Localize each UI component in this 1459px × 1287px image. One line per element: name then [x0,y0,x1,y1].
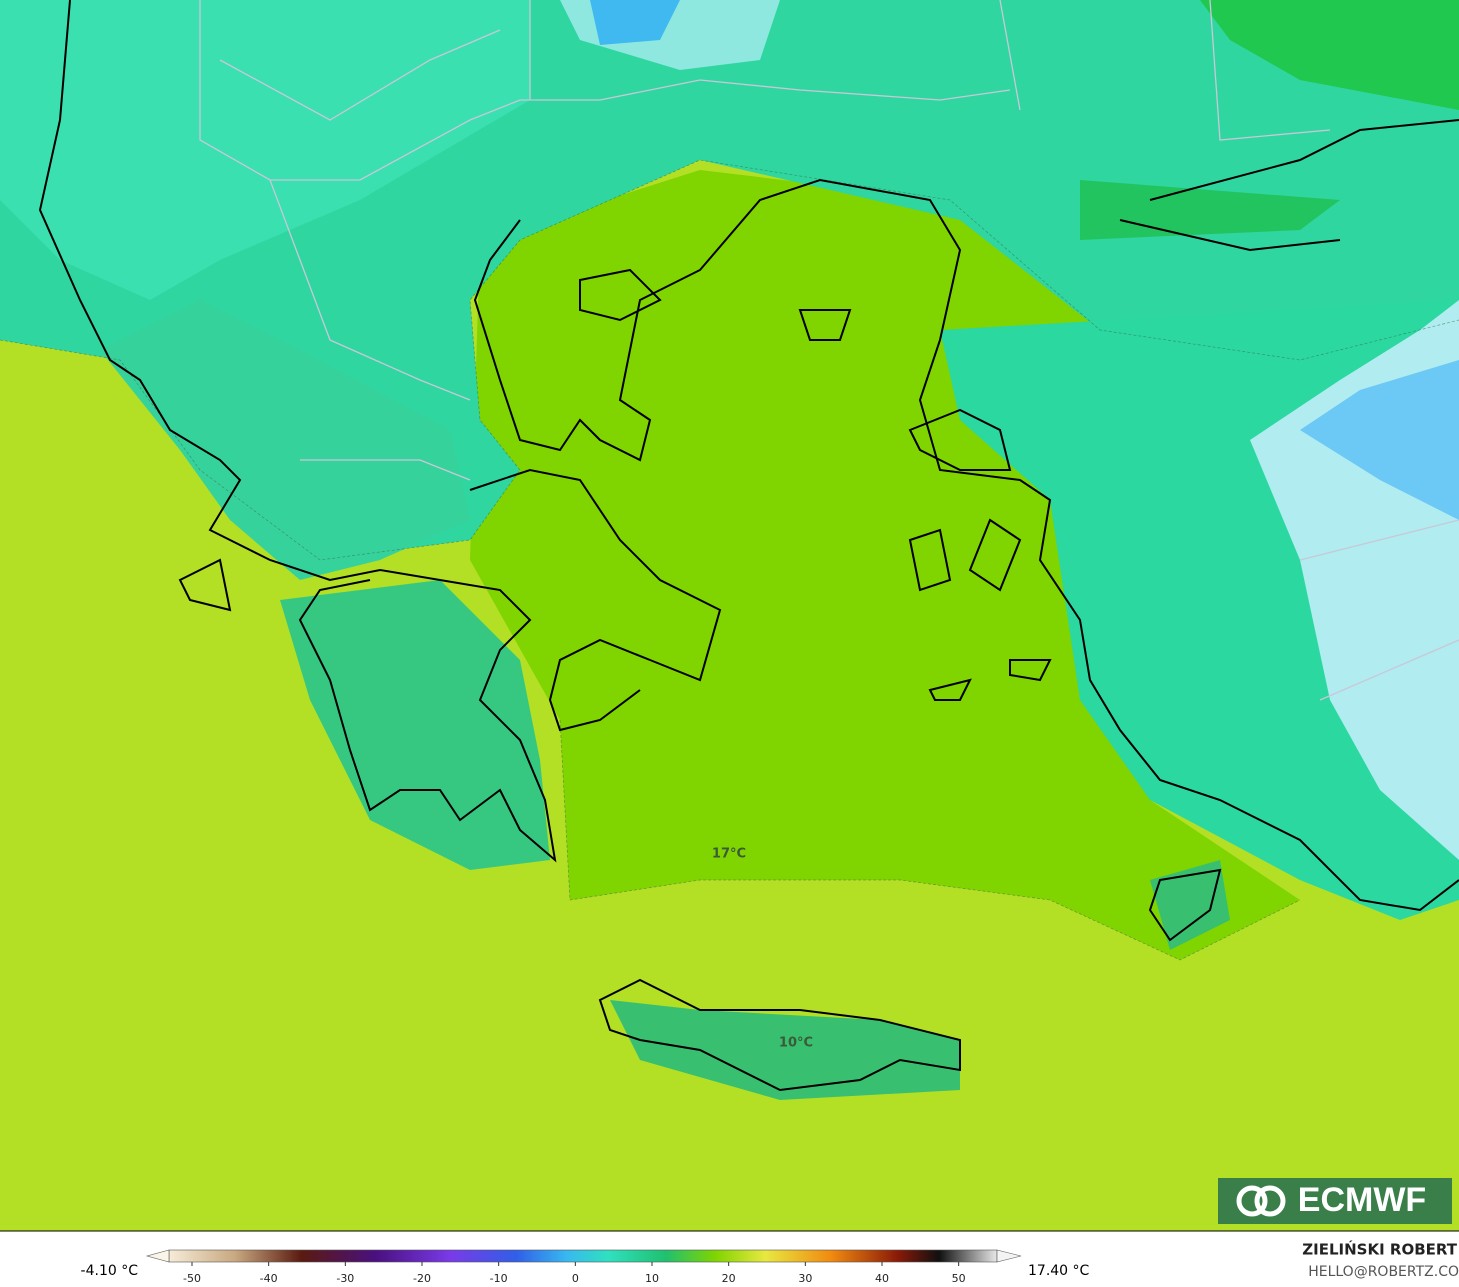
colorbar-tick-label: -10 [490,1272,508,1285]
island [178,268,1052,701]
colorbar-extend-high [996,1249,1022,1263]
island-rhodes [1148,868,1222,942]
epirus-field [100,300,470,580]
colorbar-tick-label: -50 [183,1272,201,1285]
colorbar-bar [168,1249,998,1263]
colorbar-tick-label: -20 [413,1272,431,1285]
map-label: 17°C [712,847,746,862]
credit-contact: HELLO@ROBERTZ.CO [1308,1264,1459,1280]
credit-author: ZIELIŃSKI ROBERT [1302,1240,1457,1259]
colorbar-tick-label: -40 [260,1272,278,1285]
isotherm [559,719,1301,961]
cold-core [590,0,680,45]
anatolia-coldest [1300,360,1459,520]
balkan-field [0,0,530,300]
colorbar: -4.10 °C 17.40 °C -50 -40 -30 -20 -10 0 10 20 30… [81,1249,1090,1285]
colorbar-tick-label: 20 [722,1272,736,1285]
map-label: 10°C [779,1036,813,1051]
colorbar-min: -4.10 °C [81,1263,139,1279]
logo-text: ECMWF [1298,1181,1426,1219]
coastline [38,0,557,863]
isotherm [0,159,1459,561]
sea-field-black [1200,0,1459,110]
colorbar-extend-low [145,1249,170,1263]
peloponnese-field [280,580,550,870]
island-crete [598,978,961,1092]
colorbar-tick-label: -30 [336,1272,354,1285]
rhodes-field [1150,860,1230,950]
map: 17°C 10°C ECMWF [0,0,1459,1231]
coastline [469,119,1459,912]
logo-mark [1236,1185,1286,1217]
country-border [199,0,1459,701]
colorbar-max: 17.40 °C [1028,1263,1090,1279]
crete-field [610,1000,960,1100]
colorbar-tick-label: 50 [952,1272,966,1285]
colorbar-tick-label: 10 [645,1272,659,1285]
colorbar-tick-label: 0 [572,1272,579,1285]
colorbar-tick-label: 40 [875,1272,889,1285]
colorbar-tick-label: 30 [798,1272,812,1285]
